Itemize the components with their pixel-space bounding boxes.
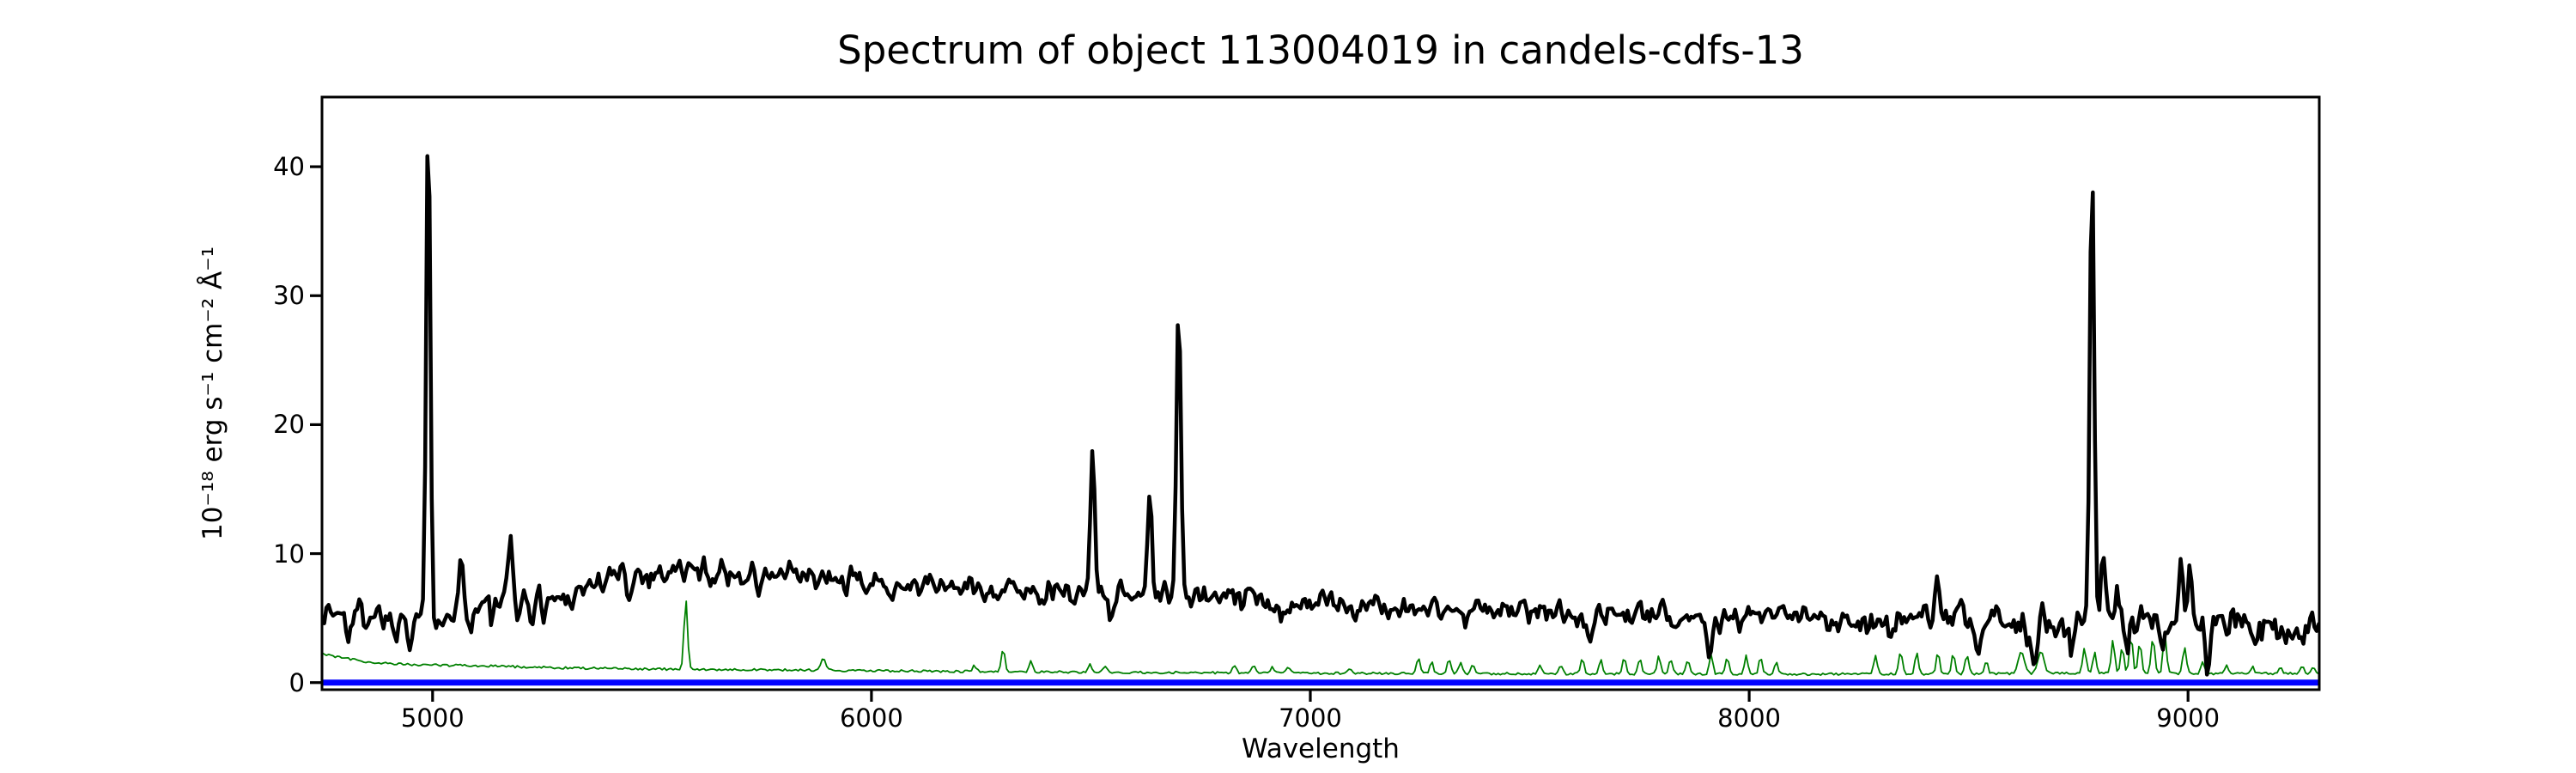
plot-border (320, 95, 2321, 691)
x-tick-label: 6000 (839, 703, 903, 733)
y-tick-label: 0 (289, 667, 305, 697)
x-tick-label: 9000 (2156, 703, 2221, 733)
x-tick-label: 8000 (1717, 703, 1781, 733)
noise-series-line (323, 600, 2318, 677)
chart-title: Spectrum of object 113004019 in candels-… (837, 27, 1804, 73)
y-tick-label: 20 (273, 410, 305, 440)
y-tick-label: 10 (273, 539, 305, 569)
y-tick-label: 30 (273, 281, 305, 311)
x-tick-label: 5000 (400, 703, 465, 733)
y-tick-label: 40 (273, 152, 305, 182)
x-axis-label: Wavelength (1242, 733, 1400, 764)
x-tick-label: 7000 (1279, 703, 1342, 733)
flux-series-line (323, 154, 2318, 677)
